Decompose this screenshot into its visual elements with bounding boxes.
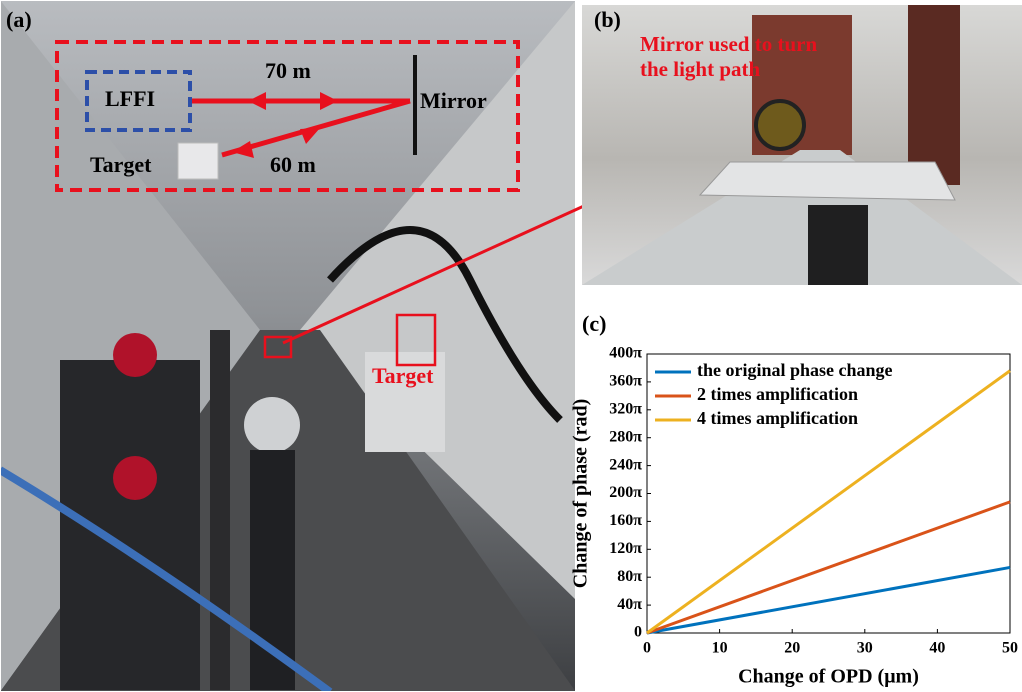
annotation: 60 m	[270, 152, 316, 177]
panel-label: (b)	[594, 7, 621, 32]
y-tick-label: 240π	[609, 456, 642, 473]
y-tick-label: 400π	[609, 345, 642, 362]
panel-label: (c)	[582, 311, 606, 336]
x-tick-label: 30	[857, 640, 873, 657]
x-tick-label: 10	[712, 640, 728, 657]
y-tick-label: 0	[634, 624, 642, 641]
target-icon	[178, 143, 218, 179]
annotation: Target	[90, 152, 152, 177]
x-tick-label: 0	[643, 640, 651, 657]
panel-label: (a)	[6, 7, 32, 32]
y-tick-label: 320π	[609, 400, 642, 417]
y-tick-label: 280π	[609, 428, 642, 445]
y-tick-label: 120π	[609, 540, 642, 557]
annotation: Mirror used to turn the light path	[640, 32, 840, 82]
annotation-box: Mirror used to turn the light path	[640, 32, 840, 102]
x-tick-label: 50	[1002, 640, 1018, 657]
y-tick-label: 160π	[609, 512, 642, 529]
x-axis-label: Change of OPD (μm)	[738, 666, 919, 688]
annotation: Target	[372, 363, 434, 388]
y-tick-label: 80π	[617, 568, 642, 585]
annotation: Mirror	[420, 88, 487, 113]
y-tick-label: 200π	[609, 484, 642, 501]
figure: (a) LFFI 70 m Mirror Target 60 m Target …	[0, 0, 1022, 692]
x-tick-label: 20	[784, 640, 800, 657]
legend-label: 4 times amplification	[697, 408, 858, 428]
y-axis-label: Change of phase (rad)	[570, 399, 592, 588]
y-tick-label: 40π	[617, 596, 642, 613]
x-tick-label: 40	[929, 640, 945, 657]
annotation: 70 m	[265, 58, 311, 83]
annotation: LFFI	[105, 86, 155, 111]
legend-label: 2 times amplification	[697, 384, 858, 404]
y-tick-label: 360π	[609, 373, 642, 390]
chart: 0 10 20 30 40 50 0 40π 80π 120π 160π 200π 240π 280π 32…	[570, 345, 1018, 688]
legend-label: the original phase change	[697, 360, 893, 380]
